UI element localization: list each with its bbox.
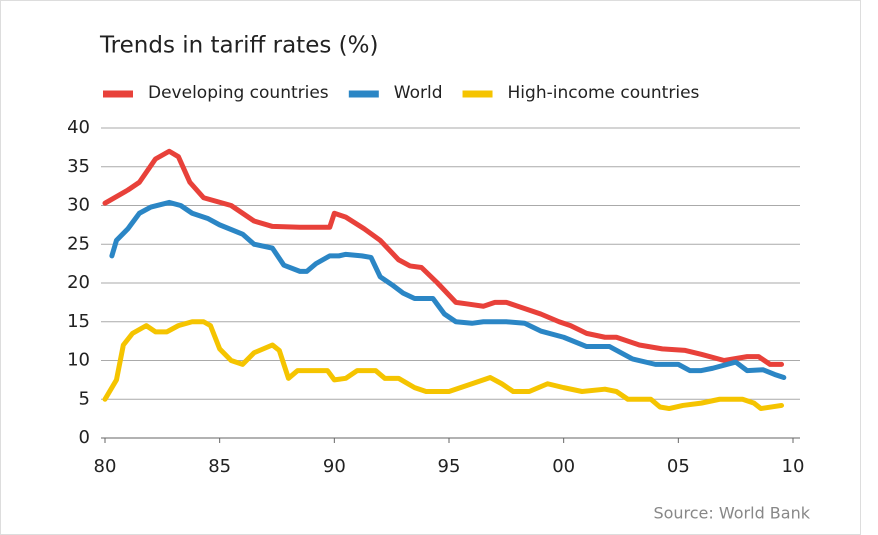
x-tick-label: 10 — [782, 456, 805, 477]
y-tick-label: 0 — [79, 427, 90, 448]
y-tick-label: 15 — [67, 311, 90, 332]
y-tick-label: 25 — [67, 233, 90, 254]
legend-label: Developing countries — [148, 83, 329, 103]
y-tick-label: 35 — [67, 156, 90, 177]
source: Source: World Bank — [653, 504, 810, 523]
x-tick-label: 05 — [667, 456, 690, 477]
y-tick-label: 5 — [79, 388, 90, 409]
x-tick-label: 00 — [552, 456, 575, 477]
series-line — [102, 319, 785, 412]
y-tick-label: 10 — [67, 350, 90, 371]
y-tick-label: 20 — [67, 272, 90, 293]
series-line — [102, 148, 785, 367]
y-tick-label: 40 — [67, 117, 90, 138]
legend-label: World — [394, 83, 443, 103]
x-tick-label: 90 — [323, 456, 346, 477]
chart-title: Trends in tariff rates (%) — [99, 33, 378, 59]
x-tick-label: 85 — [208, 456, 231, 477]
x-tick-label: 95 — [438, 456, 461, 477]
legend-label: High-income countries — [508, 83, 700, 103]
series-line — [109, 199, 787, 381]
x-tick-label: 80 — [94, 456, 117, 477]
y-tick-label: 30 — [67, 195, 90, 216]
